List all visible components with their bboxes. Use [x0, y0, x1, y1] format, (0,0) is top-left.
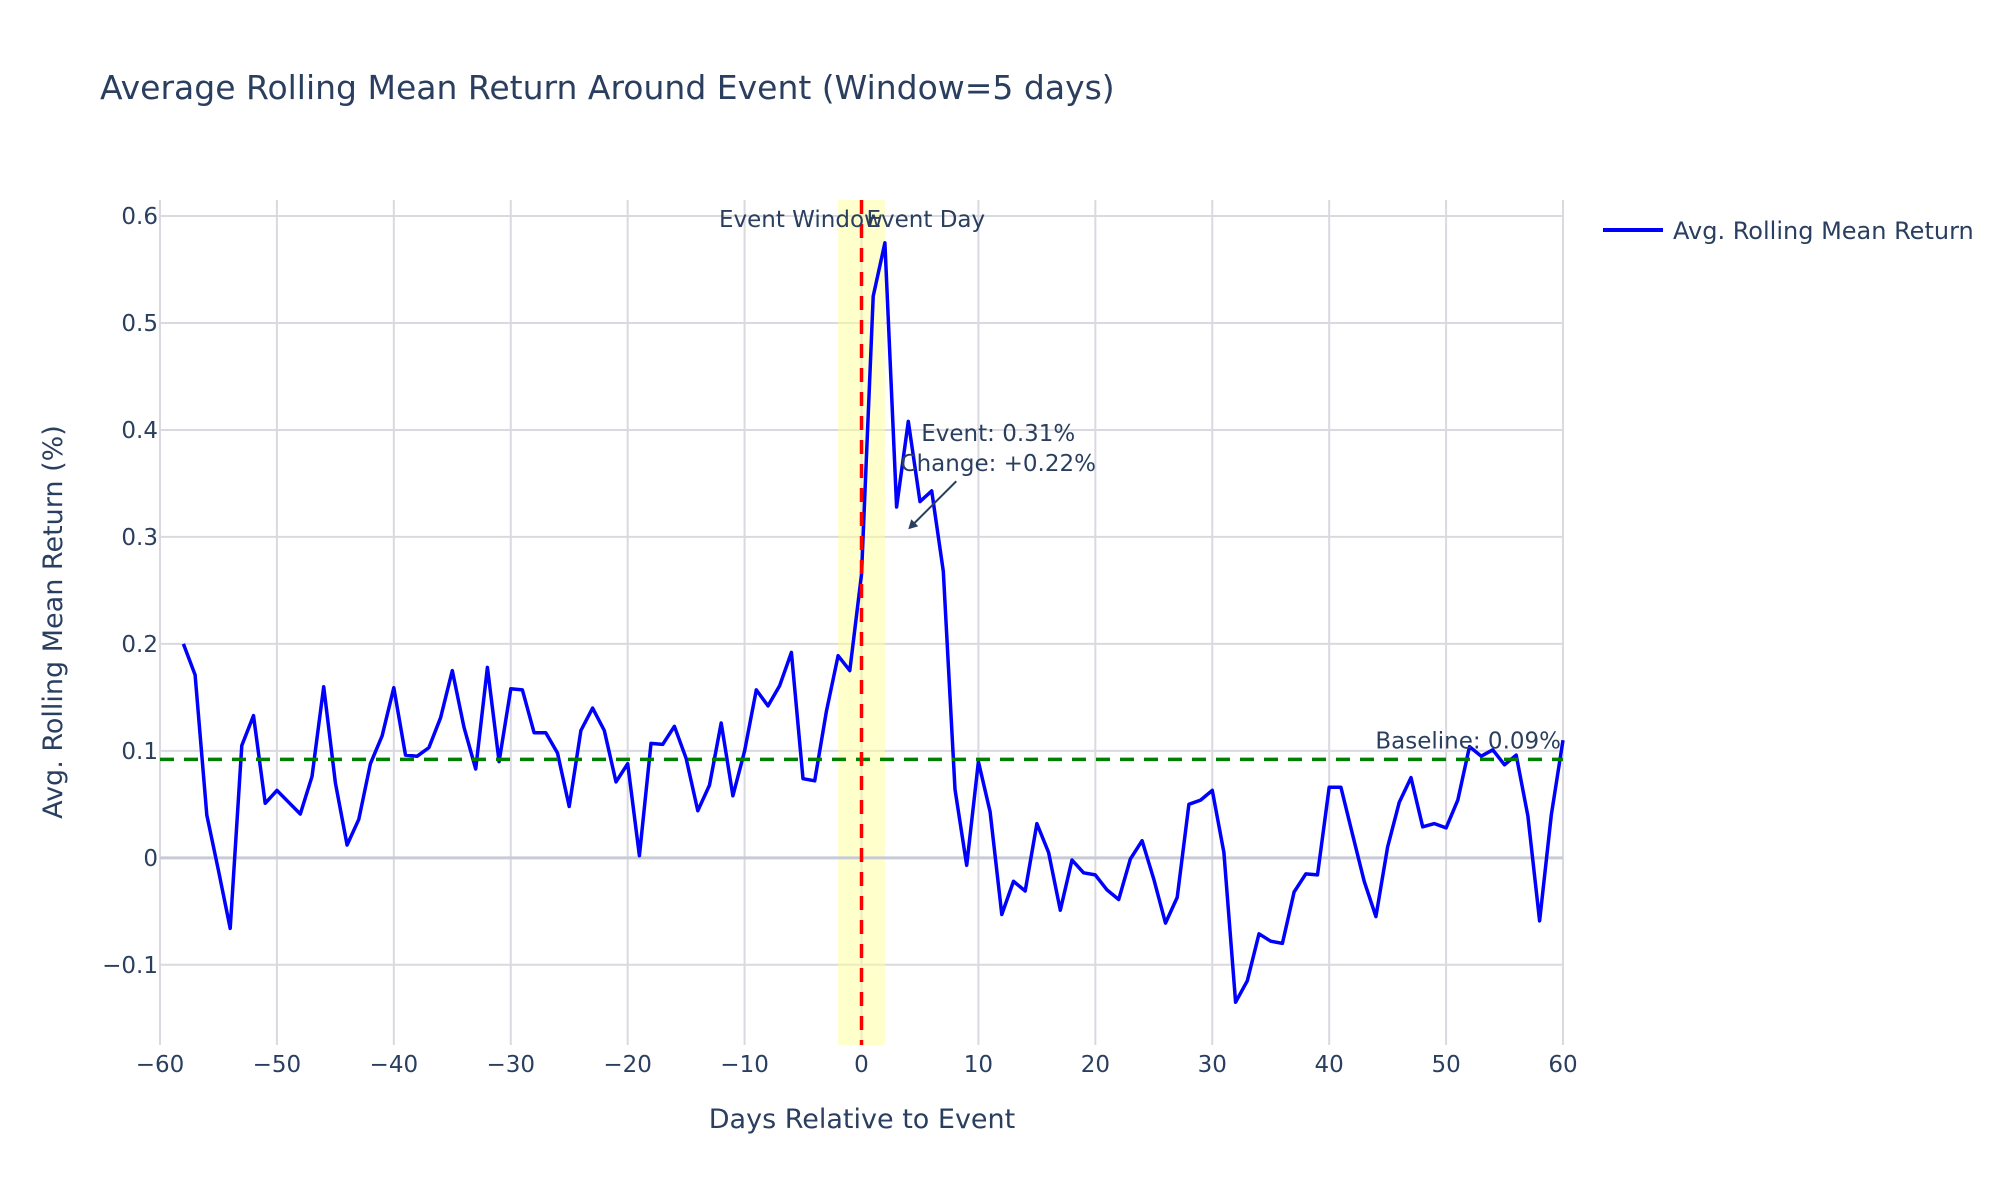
x-tick-label: 20 [1081, 1052, 1110, 1078]
y-axis-title: Avg. Rolling Mean Return (%) [38, 425, 69, 819]
x-tick-label: −50 [253, 1052, 302, 1078]
y-tick-label: 0.1 [121, 739, 158, 765]
y-tick-label: −0.1 [102, 953, 158, 979]
x-tick-labels: −60 −50 −40 −30 −20 −10 0 10 20 30 40 50 60 [136, 1052, 1578, 1078]
annotation-event-value: Event: 0.31% [921, 421, 1075, 447]
annotation-arrow-shaft [909, 480, 957, 528]
legend-label: Avg. Rolling Mean Return [1673, 217, 1974, 245]
x-tick-label: −60 [136, 1052, 185, 1078]
y-tick-label: 0.3 [121, 525, 158, 551]
x-axis-title: Days Relative to Event [709, 1104, 1015, 1135]
x-tick-label: 40 [1315, 1052, 1344, 1078]
y-tick-label: 0.5 [121, 311, 158, 337]
legend[interactable]: Avg. Rolling Mean Return [1603, 217, 1974, 245]
x-tick-label: 10 [964, 1052, 993, 1078]
baseline-label: Baseline: 0.09% [1375, 728, 1561, 754]
x-tick-label: −20 [603, 1052, 652, 1078]
x-tick-label: 60 [1548, 1052, 1577, 1078]
series-line [181, 241, 1565, 1004]
x-tick-label: −30 [486, 1052, 535, 1078]
y-tick-label: 0.4 [121, 418, 158, 444]
annotation-arrowhead [908, 519, 919, 530]
x-gridlines [159, 200, 1564, 1045]
series-layer [181, 241, 1565, 1004]
x-tick-label: −40 [370, 1052, 419, 1078]
chart-title: Average Rolling Mean Return Around Event… [100, 68, 1115, 107]
annotation-change-value: Change: +0.22% [901, 451, 1096, 477]
y-tick-label: 0 [143, 846, 158, 872]
x-tick-label: 0 [854, 1052, 869, 1078]
y-tick-label: 0.2 [121, 632, 158, 658]
event-day-label: Event Day [867, 207, 986, 233]
x-tick-label: −10 [720, 1052, 769, 1078]
y-tick-labels: −0.1 0 0.1 0.2 0.3 0.4 0.5 0.6 [102, 204, 158, 979]
y-tick-label: 0.6 [121, 204, 158, 230]
reference-lines-layer [160, 200, 1563, 1045]
x-tick-label: 30 [1198, 1052, 1227, 1078]
event-window-label: Event Window [719, 207, 883, 233]
x-tick-label: 50 [1431, 1052, 1460, 1078]
